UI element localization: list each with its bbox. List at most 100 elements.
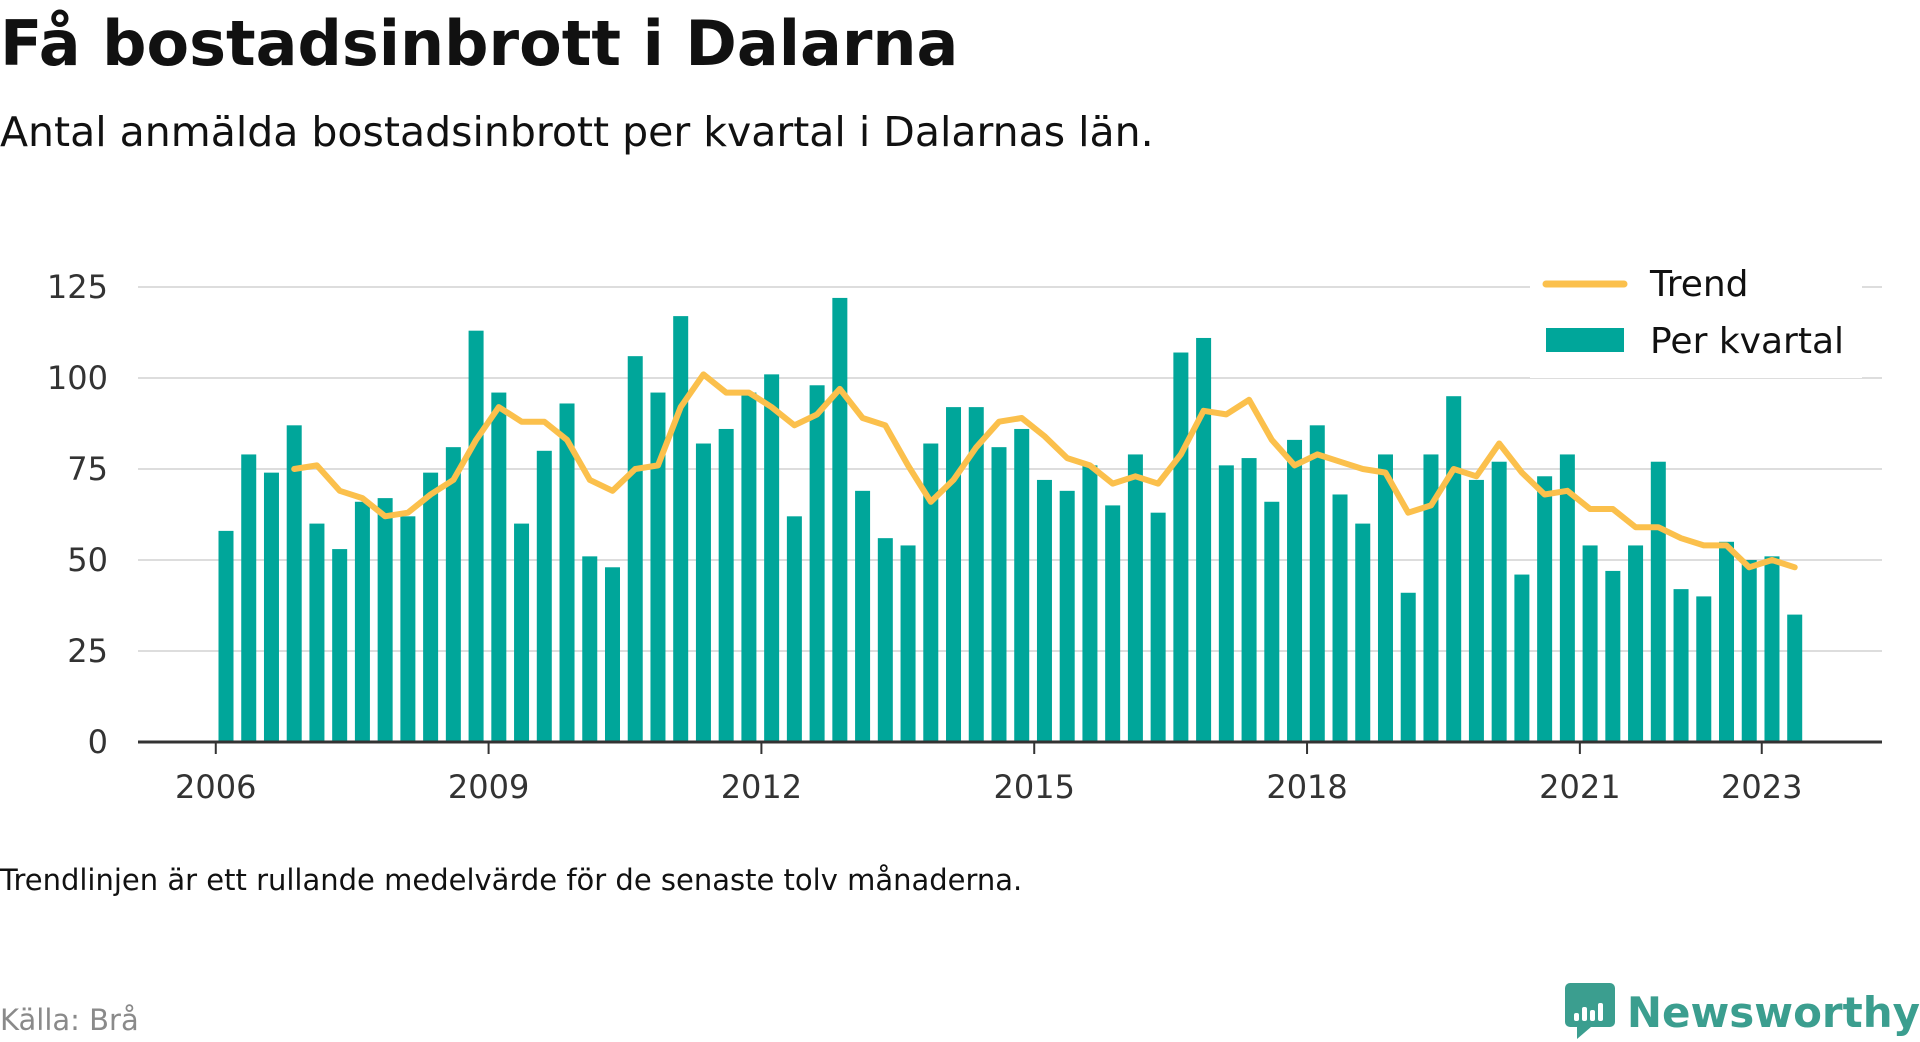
- bar: [286, 425, 302, 742]
- bar: [218, 530, 234, 742]
- x-axis: 2006 2009 2012 2015 2018 2021 2023: [138, 740, 1882, 806]
- bar: [1196, 337, 1212, 742]
- legend: Trend Per kvartal: [1530, 260, 1862, 378]
- bar: [1514, 574, 1530, 742]
- bar: [877, 538, 893, 742]
- source-text: Källa: Brå: [0, 1003, 139, 1037]
- bar: [1014, 428, 1030, 742]
- bar: [1764, 556, 1780, 742]
- bar: [377, 498, 393, 742]
- bar: [514, 523, 530, 742]
- bar: [1105, 505, 1121, 742]
- bar: [400, 516, 416, 742]
- bar: [946, 407, 962, 742]
- bar: [1332, 494, 1348, 742]
- chart-note: Trendlinjen är ett rullande medelvärde f…: [0, 863, 1023, 897]
- chart-title: Få bostadsinbrott i Dalarna: [0, 7, 959, 80]
- bar: [582, 556, 598, 742]
- x-tick-label: 2009: [448, 768, 529, 806]
- bar: [1628, 545, 1644, 742]
- y-tick-label: 50: [67, 541, 108, 579]
- bar: [1309, 425, 1325, 742]
- bar: [1241, 458, 1257, 742]
- x-tick-label: 2006: [175, 768, 256, 806]
- bar: [445, 447, 461, 742]
- bar: [1264, 501, 1280, 742]
- bar: [1127, 454, 1143, 742]
- bar: [923, 443, 939, 742]
- brand-name: Newsworthy: [1626, 987, 1920, 1037]
- bar: [1059, 490, 1075, 742]
- bar: [832, 297, 848, 742]
- bar-series: [218, 297, 1803, 742]
- bar: [1400, 592, 1416, 742]
- bar: [1559, 454, 1575, 742]
- y-tick-label: 0: [88, 723, 108, 761]
- legend-label: Trend: [1649, 264, 1749, 305]
- legend-label: Per kvartal: [1650, 321, 1844, 362]
- bar: [1787, 614, 1803, 742]
- bar: [855, 490, 871, 742]
- bar: [1218, 465, 1234, 742]
- x-tick-label: 2015: [994, 768, 1075, 806]
- bar: [263, 472, 279, 742]
- bar: [332, 549, 348, 742]
- bar: [604, 567, 620, 742]
- bar: [1446, 396, 1462, 742]
- bar: [1673, 589, 1689, 742]
- x-tick-label: 2023: [1721, 768, 1802, 806]
- y-tick-label: 75: [67, 450, 108, 488]
- bar: [991, 447, 1007, 742]
- bar: [968, 407, 984, 742]
- bar: [695, 443, 711, 742]
- bar: [1537, 476, 1553, 742]
- y-tick-label: 125: [47, 268, 108, 306]
- y-tick-label: 25: [67, 632, 108, 670]
- bar: [1719, 541, 1735, 742]
- x-tick-label: 2018: [1266, 768, 1347, 806]
- bar: [559, 403, 575, 742]
- bar: [1036, 479, 1052, 742]
- bar: [536, 450, 552, 742]
- bar: [309, 523, 325, 742]
- bar: [764, 374, 780, 742]
- bar: [673, 316, 689, 742]
- bar: [741, 392, 757, 742]
- bar: [627, 356, 643, 742]
- y-axis-labels: 0 25 50 75 100 125: [47, 268, 108, 761]
- bar: [1150, 512, 1166, 742]
- bar: [718, 428, 734, 742]
- brand-logo: Newsworthy: [1564, 982, 1920, 1042]
- bar: [1741, 560, 1757, 742]
- bar: [423, 472, 439, 742]
- bar: [1696, 596, 1712, 742]
- bar: [1377, 454, 1393, 742]
- newsworthy-logo-icon: [1564, 983, 1615, 1039]
- bar: [900, 545, 916, 742]
- bar: [468, 330, 484, 742]
- bar: [1491, 461, 1507, 742]
- chart-subtitle: Antal anmälda bostadsinbrott per kvartal…: [0, 108, 1154, 156]
- bar: [1423, 454, 1439, 742]
- x-tick-label: 2012: [721, 768, 802, 806]
- bar: [1173, 352, 1189, 742]
- trend-line: [291, 371, 1798, 571]
- bar: [491, 392, 507, 742]
- bar: [786, 516, 802, 742]
- bar: [809, 385, 825, 742]
- bar: [354, 501, 370, 742]
- bar: [650, 392, 666, 742]
- bar: [1605, 570, 1621, 742]
- y-tick-label: 100: [47, 359, 108, 397]
- legend-background: [1530, 260, 1862, 378]
- legend-bar-swatch: [1546, 328, 1624, 352]
- bar: [1650, 461, 1666, 742]
- bar: [241, 454, 257, 742]
- bar: [1468, 479, 1484, 742]
- x-tick-label: 2021: [1539, 768, 1620, 806]
- bar: [1355, 523, 1371, 742]
- bar: [1582, 545, 1598, 742]
- bar: [1082, 465, 1098, 742]
- bar: [1287, 439, 1303, 742]
